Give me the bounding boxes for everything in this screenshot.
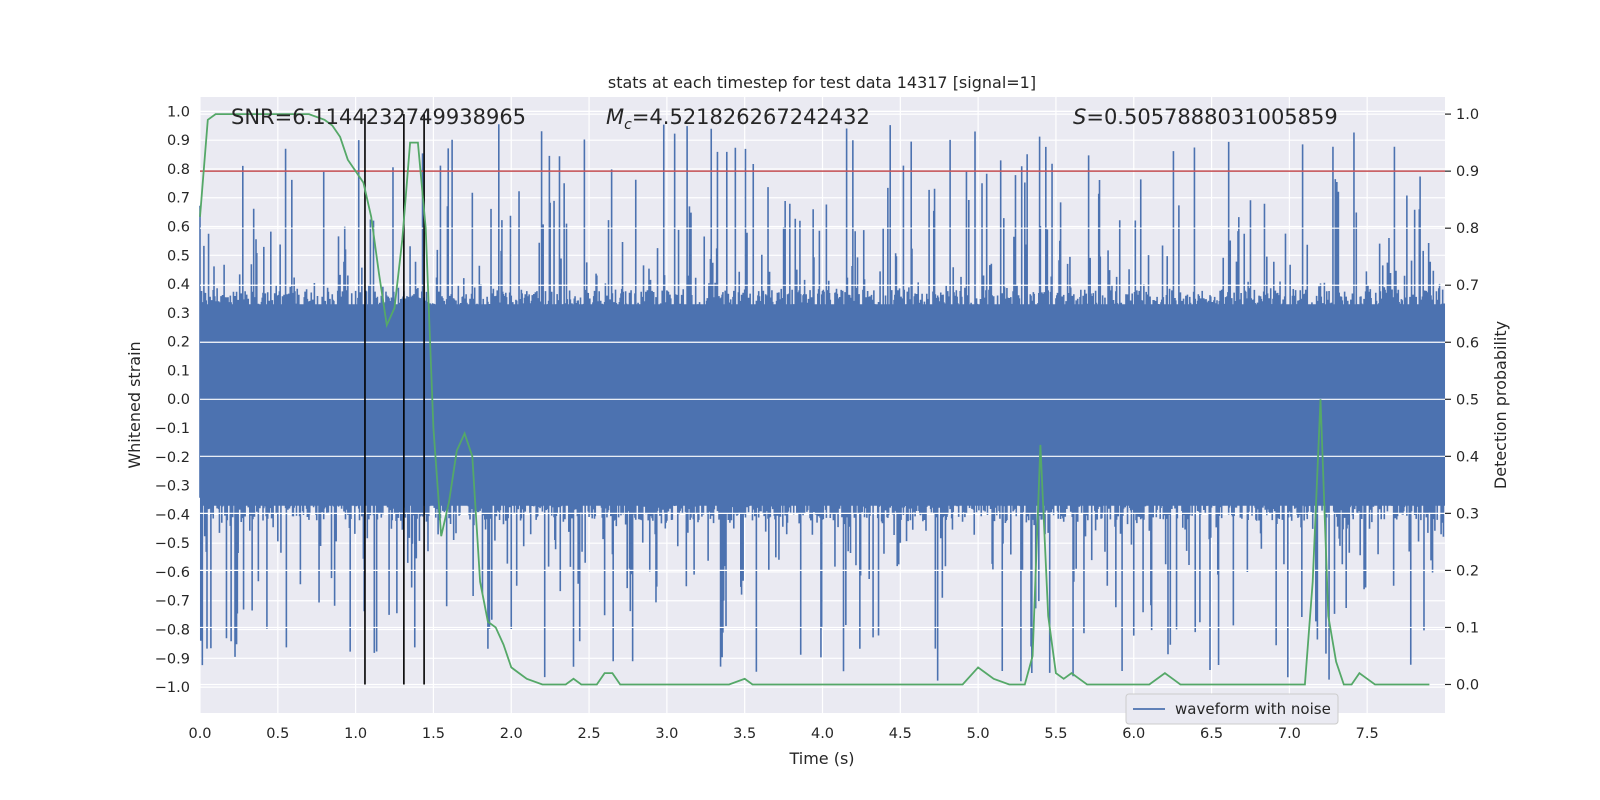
x-tick-label: 5.5	[1044, 726, 1067, 742]
y-left-axis-ticks: −1.0 −0.9 −0.8 −0.7 −0.6 −0.5 −0.4 −0.3 −0.2 −0.1…	[155, 104, 190, 696]
x-axis-ticks: 0.0 0.5 1.0 1.5 2.0 2.5 3.0 3.5 4.0 4.5 5.0 5.5 6.0 6…	[188, 726, 1378, 742]
x-tick-label: 3.0	[655, 726, 678, 742]
x-tick-label: 2.0	[500, 726, 523, 742]
y-right-tick-label: 0.7	[1456, 278, 1479, 294]
chirp-mass-symbol: M	[606, 105, 624, 129]
y-right-tick-label: 0.3	[1456, 506, 1479, 522]
y-right-axis-ticks: 0.0 0.1 0.2 0.3 0.4 0.5 0.6 0.7 0.8 0.9 1.0	[1445, 107, 1479, 693]
y-left-tick-label: −0.8	[155, 623, 190, 639]
chirp-mass-annotation: Mc=4.521826267242432	[606, 105, 870, 133]
x-tick-label: 3.5	[733, 726, 756, 742]
x-tick-label: 5.0	[967, 726, 990, 742]
x-axis-label: Time (s)	[788, 749, 854, 768]
s-annotation: S=0.5057888031005859	[1073, 105, 1338, 129]
s-value: =0.5057888031005859	[1086, 105, 1337, 129]
x-tick-label: 7.5	[1356, 726, 1379, 742]
y-left-tick-label: −0.1	[155, 421, 190, 437]
x-tick-label: 6.5	[1200, 726, 1223, 742]
y-left-tick-label: 0.6	[167, 220, 190, 236]
snr-annotation: SNR=6.1144232749938965	[231, 105, 526, 129]
x-tick-label: 0.5	[266, 726, 289, 742]
y-left-tick-label: 0.3	[167, 306, 190, 322]
y-left-tick-label: 0.5	[167, 248, 190, 264]
x-tick-label: 4.5	[889, 726, 912, 742]
y-right-tick-label: 0.9	[1456, 164, 1479, 180]
y-left-tick-label: −0.2	[155, 450, 190, 466]
legend: waveform with noise	[1125, 693, 1339, 725]
x-tick-label: 7.0	[1278, 726, 1301, 742]
chirp-mass-subscript: c	[624, 117, 632, 133]
y-left-tick-label: 0.2	[167, 335, 190, 351]
y-left-tick-label: −0.6	[155, 565, 190, 581]
waveform-core	[200, 304, 1445, 506]
y-left-tick-label: −0.5	[155, 536, 190, 552]
y-right-tick-label: 0.4	[1456, 449, 1479, 465]
y-right-axis-label: Detection probability	[1491, 321, 1510, 489]
x-tick-label: 1.5	[422, 726, 445, 742]
y-right-tick-label: 0.8	[1456, 221, 1479, 237]
x-tick-label: 0.0	[188, 726, 211, 742]
y-right-tick-label: 0.6	[1456, 335, 1479, 351]
y-right-tick-label: 0.1	[1456, 620, 1479, 636]
chirp-mass-value: =4.521826267242432	[632, 105, 870, 129]
y-left-tick-label: −0.9	[155, 651, 190, 667]
x-tick-label: 2.5	[578, 726, 601, 742]
y-left-tick-label: −1.0	[155, 680, 190, 696]
y-left-tick-label: 0.1	[167, 363, 190, 379]
y-left-tick-label: 0.9	[167, 133, 190, 149]
y-right-tick-label: 1.0	[1456, 107, 1479, 123]
y-left-tick-label: −0.7	[155, 594, 190, 610]
detection-probability-series	[199, 113, 1430, 686]
legend-box	[1125, 693, 1339, 725]
y-left-tick-label: 1.0	[167, 104, 190, 120]
legend-label: waveform with noise	[1175, 700, 1331, 718]
chart-title: stats at each timestep for test data 143…	[608, 73, 1036, 92]
y-right-tick-label: 0.2	[1456, 563, 1479, 579]
y-left-tick-label: 0.4	[167, 277, 190, 293]
y-left-tick-label: 0.7	[167, 191, 190, 207]
detection-probability-line	[199, 113, 1430, 686]
y-left-tick-label: −0.3	[155, 479, 190, 495]
y-left-tick-label: −0.4	[155, 507, 190, 523]
x-tick-label: 4.0	[811, 726, 834, 742]
x-tick-label: 1.0	[344, 726, 367, 742]
y-right-tick-label: 0.5	[1456, 392, 1479, 408]
x-tick-label: 6.0	[1122, 726, 1145, 742]
y-right-tick-label: 0.0	[1456, 677, 1479, 693]
y-left-axis-label: Whitened strain	[125, 341, 144, 468]
s-symbol: S	[1073, 105, 1086, 129]
y-left-tick-label: 0.8	[167, 162, 190, 178]
y-left-tick-label: 0.0	[167, 392, 190, 408]
